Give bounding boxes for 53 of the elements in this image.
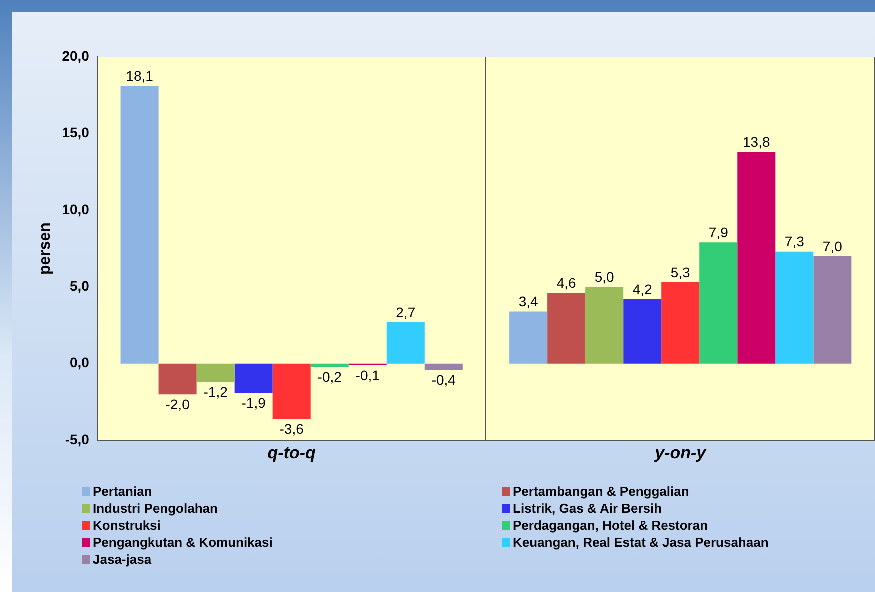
bar — [386, 322, 425, 364]
legend-label: Konstruksi — [93, 518, 161, 533]
bar — [510, 312, 548, 364]
bar — [196, 364, 235, 382]
legend-label: Pertambangan & Penggalian — [513, 484, 690, 499]
data-label: 4,6 — [556, 275, 577, 292]
bar — [662, 282, 700, 364]
y-tick-label: 20,0 — [62, 48, 90, 64]
data-label: -3,6 — [280, 420, 304, 437]
data-label: -0,4 — [432, 372, 456, 388]
data-label: 13,8 — [743, 134, 770, 150]
data-label: 2,7 — [396, 304, 416, 320]
bar — [700, 242, 738, 364]
data-label: -1,9 — [242, 394, 266, 411]
y-tick-label: 5,0 — [70, 278, 90, 294]
legend-label: Keuangan, Real Estat & Jasa Perusahaan — [513, 535, 769, 550]
data-label: 5,0 — [594, 269, 615, 286]
y-tick-label: 0,0 — [70, 354, 90, 371]
bar — [814, 256, 852, 364]
bar — [424, 364, 463, 370]
x-tick-label: q-to-q — [268, 443, 317, 462]
data-label: 7,0 — [822, 238, 843, 254]
legend-label: Jasa-jasa — [93, 552, 152, 567]
bar — [548, 293, 586, 364]
data-label: -0,2 — [318, 368, 342, 385]
data-label: 3,4 — [518, 294, 538, 310]
legend-label: Industri Pengolahan — [93, 501, 218, 516]
data-label: 4,2 — [632, 281, 653, 298]
data-label: -1,2 — [204, 384, 228, 400]
legend-label: Pertanian — [93, 484, 152, 499]
legend-label: Pengangkutan & Komunikasi — [93, 535, 273, 550]
y-axis-title: persen — [37, 222, 54, 276]
legend-label: Perdagangan, Hotel & Restoran — [513, 518, 708, 533]
legend-label: Listrik, Gas & Air Bersih — [513, 501, 662, 516]
y-tick-label: -5,0 — [65, 431, 90, 448]
x-tick-label: y-on-y — [654, 443, 708, 462]
bar — [738, 152, 776, 364]
bar — [120, 86, 159, 364]
bar — [624, 299, 662, 364]
bar — [586, 287, 624, 364]
data-label: -2,0 — [166, 396, 190, 412]
data-label: 18,1 — [126, 68, 154, 84]
data-label: -0,1 — [356, 367, 380, 384]
bar — [776, 252, 814, 364]
bar — [310, 364, 349, 367]
data-label: 7,9 — [708, 224, 729, 241]
y-tick-label: 15,0 — [62, 124, 90, 141]
data-label: 5,3 — [670, 264, 691, 280]
y-tick-label: 10,0 — [62, 201, 90, 218]
bar — [158, 364, 197, 395]
data-label: 7,3 — [784, 234, 805, 250]
bar — [234, 364, 273, 394]
bar — [272, 364, 311, 420]
